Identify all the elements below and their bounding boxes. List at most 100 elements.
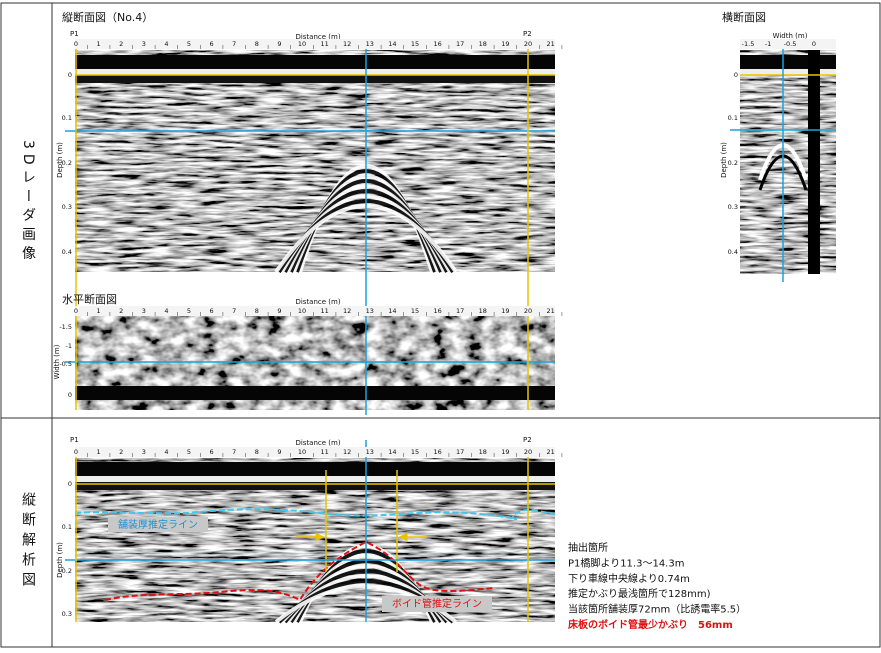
x-tick-label: 2 bbox=[119, 448, 123, 456]
y-tick-label: -1.5 bbox=[59, 323, 72, 331]
radar-texture bbox=[740, 50, 836, 274]
y-tick-label: 0.2 bbox=[62, 159, 72, 167]
y-tick-label: 0.2 bbox=[62, 567, 72, 575]
surface-band bbox=[740, 69, 836, 75]
x-tick-label: 21 bbox=[546, 307, 554, 315]
y-tick-label: 0 bbox=[68, 480, 72, 488]
cross-image bbox=[730, 40, 836, 282]
y-tick-label: -1 bbox=[66, 342, 72, 350]
y-tick-label: 0 bbox=[734, 71, 738, 79]
x-tick-label: 6 bbox=[210, 40, 214, 48]
x-tick-label: 13 bbox=[366, 40, 374, 48]
x-axis-label: Width (m) bbox=[773, 32, 808, 40]
x-tick-label: 12 bbox=[343, 40, 351, 48]
surface-band bbox=[75, 55, 555, 69]
x-tick-label: 5 bbox=[187, 40, 191, 48]
x-tick-label: 0 bbox=[74, 448, 78, 456]
y-tick-label: 0.2 bbox=[728, 159, 738, 167]
x-tick-label: 6 bbox=[210, 448, 214, 456]
surface-band bbox=[740, 55, 836, 69]
x-tick-label: 11 bbox=[320, 448, 328, 456]
x-tick-label: 16 bbox=[433, 40, 441, 48]
end-label: P2 bbox=[523, 30, 532, 38]
x-tick-label: 20 bbox=[524, 307, 532, 315]
x-tick-label: 18 bbox=[479, 40, 487, 48]
x-tick-label: 2 bbox=[119, 307, 123, 315]
radar-texture bbox=[75, 50, 555, 272]
x-tick-label: 1 bbox=[97, 40, 101, 48]
x-tick-label: 11 bbox=[320, 307, 328, 315]
note-line: 推定かぶり最浅箇所で128mm) bbox=[568, 587, 711, 600]
x-tick-label: 17 bbox=[456, 448, 464, 456]
survey-sheet: 3Dレーダ画像 縦断解析図 bbox=[0, 0, 881, 649]
x-tick-label: 9 bbox=[277, 307, 281, 315]
side-label: 3Dレーダ画像 bbox=[20, 140, 36, 265]
x-tick-label: 9 bbox=[277, 448, 281, 456]
x-tick-label: 4 bbox=[164, 307, 168, 315]
dark-band bbox=[808, 50, 820, 274]
x-tick-label: 8 bbox=[255, 307, 259, 315]
note-line: P1橋脚より11.3～14.3m bbox=[568, 556, 684, 569]
x-tick-label: 1 bbox=[97, 307, 101, 315]
x-tick-label: 3 bbox=[142, 448, 146, 456]
horizontal-image bbox=[65, 316, 555, 410]
x-tick-label: 0 bbox=[74, 307, 78, 315]
x-tick-label: 15 bbox=[411, 448, 419, 456]
note-line: 当該箇所舗装厚72mm（比誘電率5.5） bbox=[568, 603, 746, 616]
x-tick-label: 0 bbox=[812, 40, 816, 48]
x-tick-label: 17 bbox=[456, 40, 464, 48]
y-tick-label: -0.5 bbox=[59, 360, 72, 368]
start-label: P1 bbox=[70, 436, 79, 444]
x-tick-label: 12 bbox=[343, 448, 351, 456]
x-tick-label: 11 bbox=[320, 40, 328, 48]
x-tick-label: -0.5 bbox=[784, 40, 797, 48]
x-tick-label: 21 bbox=[546, 40, 554, 48]
surface-band bbox=[75, 482, 555, 490]
surface-band bbox=[75, 69, 555, 75]
surface-band bbox=[75, 75, 555, 83]
x-tick-label: 14 bbox=[388, 307, 396, 315]
x-tick-label: 9 bbox=[277, 40, 281, 48]
x-axis-label: Distance (m) bbox=[295, 298, 340, 306]
x-tick-label: 3 bbox=[142, 40, 146, 48]
dark-band bbox=[75, 386, 555, 400]
x-axis-label: Distance (m) bbox=[295, 439, 340, 447]
pavement-line-label: 舗装厚推定ライン bbox=[118, 518, 198, 531]
x-tick-label: 5 bbox=[187, 448, 191, 456]
side-label: 縦断解析図 bbox=[20, 492, 36, 592]
y-tick-label: 0.1 bbox=[62, 114, 72, 122]
page: { "side_labels": ["3Dレーダ画像", "縦断解析図"], "… bbox=[0, 0, 881, 649]
x-tick-label: 10 bbox=[298, 40, 306, 48]
y-tick-label: 0.1 bbox=[62, 523, 72, 531]
x-tick-label: 7 bbox=[232, 448, 236, 456]
surface-band bbox=[75, 476, 555, 482]
x-tick-label: 0 bbox=[74, 40, 78, 48]
y-tick-label: 0.4 bbox=[728, 248, 738, 256]
x-tick-label: 5 bbox=[187, 307, 191, 315]
x-tick-label: 21 bbox=[546, 448, 554, 456]
section-title: 縦断面図（No.4） bbox=[62, 10, 153, 24]
x-tick-label: 19 bbox=[501, 448, 509, 456]
x-tick-label: 13 bbox=[366, 307, 374, 315]
y-tick-label: 0.1 bbox=[728, 114, 738, 122]
start-label: P1 bbox=[70, 30, 79, 38]
y-tick-label: 0.3 bbox=[62, 610, 72, 618]
x-tick-label: -1.5 bbox=[742, 40, 755, 48]
section-title: 横断面図 bbox=[722, 10, 766, 24]
x-tick-label: 15 bbox=[411, 40, 419, 48]
x-tick-label: 7 bbox=[232, 307, 236, 315]
x-tick-label: 10 bbox=[298, 448, 306, 456]
x-tick-label: 14 bbox=[388, 40, 396, 48]
section-title: 水平断面図 bbox=[62, 292, 117, 306]
x-tick-label: 8 bbox=[255, 448, 259, 456]
x-tick-label: 16 bbox=[433, 307, 441, 315]
x-tick-label: 13 bbox=[366, 448, 374, 456]
y-tick-label: 0.3 bbox=[728, 203, 738, 211]
notes: 抽出箇所P1橋脚より11.3～14.3m下り車線中央線より0.74m推定かぶり最… bbox=[568, 541, 746, 616]
void-line-label: ボイド管推定ライン bbox=[392, 597, 482, 610]
x-tick-label: 20 bbox=[524, 40, 532, 48]
x-tick-label: 19 bbox=[501, 307, 509, 315]
end-label: P2 bbox=[523, 436, 532, 444]
x-tick-label: 6 bbox=[210, 307, 214, 315]
x-tick-label: 18 bbox=[479, 448, 487, 456]
